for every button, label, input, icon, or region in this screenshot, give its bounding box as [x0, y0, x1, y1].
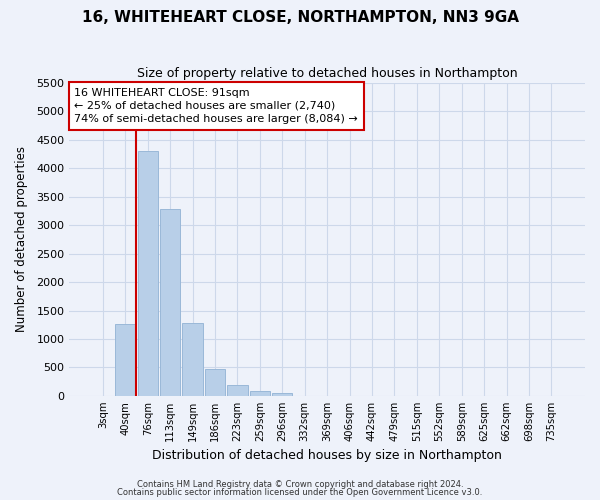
Y-axis label: Number of detached properties: Number of detached properties [15, 146, 28, 332]
Text: 16 WHITEHEART CLOSE: 91sqm
← 25% of detached houses are smaller (2,740)
74% of s: 16 WHITEHEART CLOSE: 91sqm ← 25% of deta… [74, 88, 358, 124]
Text: Contains HM Land Registry data © Crown copyright and database right 2024.: Contains HM Land Registry data © Crown c… [137, 480, 463, 489]
Bar [160, 210, 180, 396]
Bar [115, 324, 136, 396]
Text: Contains public sector information licensed under the Open Government Licence v3: Contains public sector information licen… [118, 488, 482, 497]
Bar [272, 392, 292, 396]
X-axis label: Distribution of detached houses by size in Northampton: Distribution of detached houses by size … [152, 450, 502, 462]
Bar [227, 384, 248, 396]
Bar [250, 391, 270, 396]
Text: 16, WHITEHEART CLOSE, NORTHAMPTON, NN3 9GA: 16, WHITEHEART CLOSE, NORTHAMPTON, NN3 9… [82, 10, 518, 25]
Bar [137, 152, 158, 396]
Title: Size of property relative to detached houses in Northampton: Size of property relative to detached ho… [137, 68, 517, 80]
Bar [182, 323, 203, 396]
Bar [205, 368, 225, 396]
